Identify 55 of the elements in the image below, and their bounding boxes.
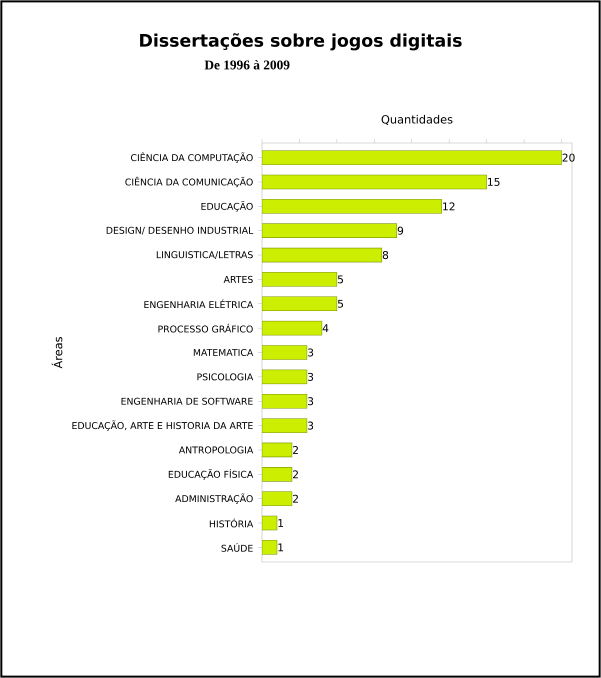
data-label: 2 <box>292 446 298 454</box>
data-label: 8 <box>382 251 388 260</box>
data-label: 2 <box>292 494 298 503</box>
y-tick-label: DESIGN/ DESENHO INDUSTRIAL <box>106 226 254 235</box>
x-axis-title: Quantidades <box>382 114 452 125</box>
data-label: 3 <box>308 422 314 430</box>
y-tick-label: CIÊNCIA DA COMUNICAÇÃO <box>125 176 253 188</box>
y-tick-label: MATEMATICA <box>194 348 254 356</box>
data-label: 3 <box>308 372 314 381</box>
bar <box>262 491 292 506</box>
y-tick-label: ANTROPOLOGIA <box>178 446 254 454</box>
y-tick-label: EDUCAÇÃO, ARTE E HISTORIA DA ARTE <box>72 420 253 431</box>
y-tick-label: ARTES <box>224 276 253 283</box>
bar <box>262 442 292 458</box>
bar <box>262 223 398 238</box>
bar <box>262 370 308 384</box>
data-label: 20 <box>562 154 575 162</box>
bar <box>262 296 338 312</box>
bar <box>262 248 382 262</box>
y-tick-label: ENGENHARIA ELÉTRICA <box>144 299 254 308</box>
chart-title: Dissertações sobre jogos digitais <box>140 33 462 50</box>
y-tick-label: CIÊNCIA DA COMPUTAÇÃO <box>131 152 253 163</box>
y-tick-label: LINGUISTICA/LETRAS <box>156 251 253 259</box>
data-label: 15 <box>488 178 500 186</box>
y-tick-label: ENGENHARIA DE SOFTWARE <box>122 398 253 405</box>
bar <box>262 467 292 482</box>
data-label: 2 <box>292 470 298 478</box>
bar <box>262 516 278 530</box>
y-tick-label: PSICOLOGIA <box>197 373 254 380</box>
y-axis-title: Áreas <box>52 337 62 368</box>
chart-subtitle: De 1996 à 2009 <box>204 60 290 70</box>
bar <box>262 345 308 360</box>
data-label: 1 <box>278 543 284 552</box>
y-tick-label: HISTÓRIA <box>210 518 254 528</box>
data-label: 12 <box>443 202 454 210</box>
bar <box>262 272 338 287</box>
y-tick-label: EDUCAÇÃO <box>201 201 253 212</box>
bar <box>262 174 487 190</box>
y-tick-label: ADMINISTRAÇÃO <box>175 493 253 504</box>
bar <box>262 394 308 408</box>
data-label: 4 <box>322 324 328 332</box>
data-label: 3 <box>308 348 314 357</box>
y-tick-label: EDUCAÇÃO FÍSICA <box>168 469 254 480</box>
bar <box>262 199 442 214</box>
bar <box>262 320 322 336</box>
data-label: 9 <box>398 226 404 235</box>
data-label: 1 <box>278 519 284 527</box>
bar <box>262 540 278 555</box>
bar <box>262 150 562 165</box>
y-tick-label: PROCESSO GRÁFICO <box>158 324 253 333</box>
data-label: 3 <box>308 397 314 406</box>
y-tick-label: SAÚDE <box>221 543 253 552</box>
data-label: 5 <box>338 300 343 308</box>
data-label: 5 <box>338 275 343 284</box>
bar <box>262 418 308 433</box>
